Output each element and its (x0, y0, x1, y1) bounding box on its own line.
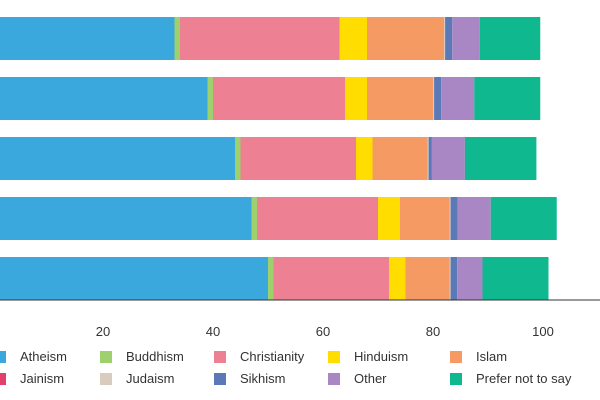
bar-segment-buddhism (174, 17, 180, 60)
bar-segment-other (452, 17, 480, 60)
legend: Atheism Buddhism Christianity Hinduism Islam… (0, 344, 600, 400)
bar-segment-prefer-not-to-say (482, 257, 549, 300)
bar-segment-christianity (240, 137, 356, 180)
bar-row-5 (0, 257, 549, 300)
bar-segment-sikhism (434, 77, 442, 120)
bar-segment-atheism (0, 257, 268, 300)
stacked-bar-chart: 20 40 60 80 100 (0, 17, 600, 339)
legend-label: Atheism (20, 349, 67, 364)
legend-swatch (100, 351, 112, 363)
bar-segment-prefer-not-to-say (490, 197, 557, 240)
bar-segment-other (441, 77, 475, 120)
legend-label: Hinduism (354, 349, 409, 364)
bar-segment-sikhism (450, 257, 458, 300)
bar-segment-christianity (213, 77, 345, 120)
bar-segment-prefer-not-to-say (479, 17, 541, 60)
bar-segment-judaism (444, 17, 446, 60)
legend-label: Judaism (126, 371, 175, 386)
legend-label: Buddhism (126, 349, 184, 364)
legend-swatch (328, 351, 340, 363)
bar-segment-hinduism (378, 197, 400, 240)
x-tick-label: 100 (532, 324, 554, 339)
bar-segment-atheism (0, 197, 252, 240)
bar-segment-other (457, 197, 491, 240)
bar-segment-buddhism (235, 137, 241, 180)
legend-label: Christianity (240, 349, 305, 364)
bar-segment-islam (405, 257, 450, 300)
bar-segment-christianity (180, 17, 340, 60)
bar-segment-atheism (0, 137, 235, 180)
bar-segment-sikhism (445, 17, 453, 60)
bar-segment-buddhism (251, 197, 257, 240)
bar-segment-buddhism (207, 77, 213, 120)
bar-segment-sikhism (450, 197, 458, 240)
bar-row-3 (0, 137, 537, 180)
bar-segment-islam (367, 77, 433, 120)
bar-segment-sikhism (428, 137, 432, 180)
bar-segment-other (431, 137, 465, 180)
legend-swatch (450, 373, 462, 385)
bar-segment-judaism (427, 137, 429, 180)
bar-segment-hinduism (356, 137, 373, 180)
bar-row-2 (0, 77, 541, 120)
bar-segment-other (457, 257, 483, 300)
legend-swatch (450, 351, 462, 363)
bar-segment-christianity (257, 197, 378, 240)
bar-segment-hinduism (389, 257, 406, 300)
bar-segment-islam (400, 197, 450, 240)
legend-swatch (328, 373, 340, 385)
bar-segment-christianity (273, 257, 389, 300)
bar-segment-hinduism (345, 77, 367, 120)
bar-segment-islam (372, 137, 428, 180)
bar-segment-buddhism (268, 257, 274, 300)
legend-label: Jainism (20, 371, 65, 386)
x-tick-label: 60 (316, 324, 330, 339)
legend-swatch (0, 373, 6, 385)
bar-row-1 (0, 17, 541, 60)
legend-label: Prefer not to say (476, 371, 572, 386)
bar-segment-prefer-not-to-say (464, 137, 537, 180)
bar-segment-judaism (433, 77, 435, 120)
legend-swatch (214, 351, 226, 363)
bar-segment-atheism (0, 77, 208, 120)
bar-segment-hinduism (339, 17, 367, 60)
bar-segment-atheism (0, 17, 175, 60)
legend-label: Sikhism (240, 371, 286, 386)
x-tick-label: 80 (426, 324, 440, 339)
legend-label: Other (354, 371, 387, 386)
legend-label: Islam (476, 349, 508, 364)
bar-segment-judaism (449, 197, 451, 240)
bar-row-4 (0, 197, 557, 240)
bar-segment-prefer-not-to-say (474, 77, 541, 120)
bar-segment-judaism (449, 257, 451, 300)
bars-group (0, 17, 557, 300)
x-axis-ticks: 20 40 60 80 100 (96, 324, 554, 339)
legend-swatch (214, 373, 226, 385)
bar-segment-islam (367, 17, 444, 60)
x-tick-label: 20 (96, 324, 110, 339)
legend-swatch (0, 351, 6, 363)
legend-swatch (100, 373, 112, 385)
x-tick-label: 40 (206, 324, 220, 339)
